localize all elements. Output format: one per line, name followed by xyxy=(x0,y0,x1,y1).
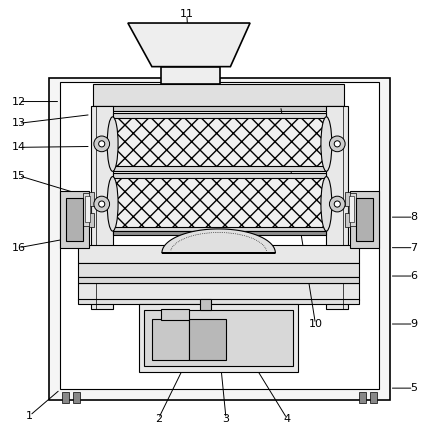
Bar xyxy=(349,196,353,222)
Text: 9: 9 xyxy=(409,319,416,329)
Circle shape xyxy=(99,201,105,207)
Text: 12: 12 xyxy=(12,97,26,106)
Ellipse shape xyxy=(107,177,118,231)
Bar xyxy=(344,213,350,227)
Bar xyxy=(113,173,325,178)
Bar xyxy=(60,191,88,248)
Bar xyxy=(160,66,219,84)
Bar xyxy=(344,192,350,206)
Bar xyxy=(78,263,358,277)
Bar xyxy=(355,198,372,241)
Text: 14: 14 xyxy=(12,142,26,152)
Circle shape xyxy=(333,141,339,147)
Bar xyxy=(93,106,343,111)
Bar xyxy=(78,283,358,300)
Bar xyxy=(347,193,356,226)
Bar xyxy=(91,106,113,309)
Ellipse shape xyxy=(107,117,118,171)
Bar xyxy=(88,192,94,206)
Text: 6: 6 xyxy=(409,271,416,281)
Bar xyxy=(113,227,325,231)
Bar xyxy=(113,177,325,231)
Bar xyxy=(358,392,365,403)
Bar xyxy=(78,245,358,263)
Bar xyxy=(78,277,358,283)
Text: 16: 16 xyxy=(12,243,26,253)
Bar xyxy=(138,304,297,372)
Bar xyxy=(60,82,378,389)
Circle shape xyxy=(99,141,105,147)
Circle shape xyxy=(328,136,344,152)
Bar xyxy=(93,84,343,106)
Bar xyxy=(82,193,91,226)
Bar xyxy=(350,191,378,248)
Text: 3: 3 xyxy=(222,414,229,424)
Bar xyxy=(199,299,210,310)
Text: 4: 4 xyxy=(283,414,290,424)
Circle shape xyxy=(94,136,110,152)
Bar xyxy=(49,78,389,400)
Bar xyxy=(369,392,376,403)
Bar xyxy=(113,113,325,118)
Circle shape xyxy=(94,196,110,212)
Circle shape xyxy=(328,196,344,212)
Bar xyxy=(144,310,292,366)
Text: 10: 10 xyxy=(308,319,322,329)
Bar xyxy=(85,196,89,222)
Bar xyxy=(325,106,347,309)
Circle shape xyxy=(333,201,339,207)
Text: 1: 1 xyxy=(26,411,33,420)
Text: 8: 8 xyxy=(409,212,416,222)
Bar xyxy=(152,319,188,360)
Bar xyxy=(73,392,80,403)
Polygon shape xyxy=(162,229,275,253)
Bar xyxy=(88,213,94,227)
Ellipse shape xyxy=(320,177,331,231)
Bar xyxy=(66,198,82,241)
Bar xyxy=(62,392,69,403)
Text: 5: 5 xyxy=(409,383,416,393)
Bar xyxy=(113,231,325,236)
Bar xyxy=(188,319,226,360)
Text: 13: 13 xyxy=(12,118,26,128)
Text: 11: 11 xyxy=(180,9,193,19)
Text: 15: 15 xyxy=(12,171,26,181)
Polygon shape xyxy=(127,23,250,66)
Bar xyxy=(78,299,358,304)
Bar xyxy=(113,166,325,171)
Bar xyxy=(160,309,188,320)
Text: 7: 7 xyxy=(409,243,416,253)
Text: 2: 2 xyxy=(155,414,162,424)
Ellipse shape xyxy=(320,117,331,171)
Bar xyxy=(113,117,325,171)
